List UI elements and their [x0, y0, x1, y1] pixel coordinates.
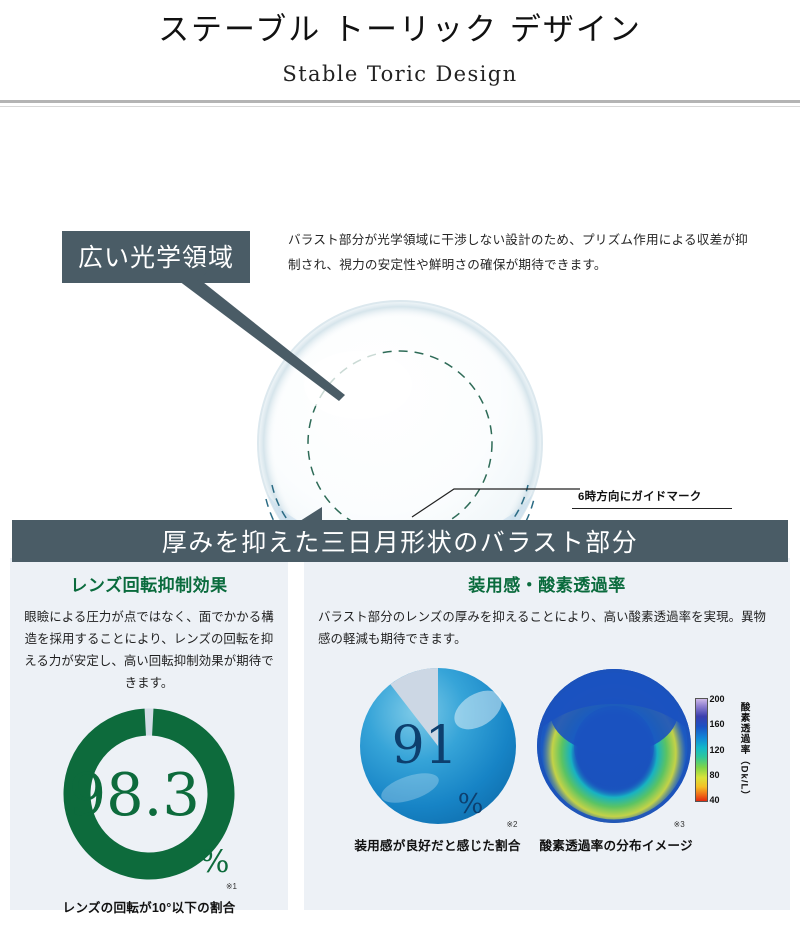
guide-mark-leader-line	[411, 488, 580, 518]
page-title-jp: ステーブル トーリック デザイン	[158, 12, 642, 48]
panel-left-body: 眼瞼による圧力が点ではなく、面でかかる構造を採用することにより、レンズの回転を抑…	[24, 610, 274, 691]
colorbar-tick-120: 120	[709, 745, 725, 756]
pie-chart: 91 %	[358, 666, 518, 826]
page-title-en: Stable Toric Design	[282, 62, 518, 87]
wide-optic-zone-badge: 広い光学領域	[62, 231, 251, 284]
heatmap-caption: 酸素透過率の分布イメージ	[539, 839, 693, 854]
oxygen-heatmap	[536, 669, 691, 824]
guide-mark-underline	[572, 508, 732, 510]
colorbar-axis-label: 酸素透過率（Dk/L）	[738, 701, 750, 801]
donut-value: 98.3 %	[55, 700, 243, 888]
colorbar-tick-160: 160	[709, 719, 725, 730]
footnote-marker-1: ※1	[225, 882, 237, 892]
footnote-marker-3: ※3	[673, 820, 685, 830]
donut-chart: 98.3 %	[55, 700, 243, 888]
donut-value-number: 98.3	[68, 759, 200, 829]
optic-pointer-wedge	[155, 263, 345, 402]
ballast-banner-label: 厚みを抑えた三日月形状のバラスト部分	[12, 520, 788, 563]
panel-left-title: レンズ回転抑制効果	[70, 576, 228, 595]
page-header: ステーブル トーリック デザイン Stable Toric Design	[0, 0, 800, 108]
chart-donut-rotation: 98.3 % ※1 レンズの回転が10°以下の割合	[55, 700, 243, 916]
badge-tail	[197, 267, 213, 282]
panel-right-body: バラスト部分のレンズの厚みを抑えることにより、高い酸素透過率を実現。異物感の軽減…	[318, 610, 767, 647]
optic-zone-section: 広い光学領域 バラスト部分が光学領域に干渉しない設計のため、プリズム作用による収…	[0, 107, 800, 587]
panel-right-title: 装用感・酸素透過率	[468, 576, 626, 595]
pie-value: 91 %	[358, 666, 518, 826]
pie-caption: 装用感が良好だと感じた割合	[354, 839, 521, 854]
donut-caption: レンズの回転が10°以下の割合	[62, 901, 236, 916]
heatmap-colorbar: 200 160 120 80 40 酸素透過率（Dk/L）	[694, 666, 751, 806]
panel-rotation-suppression: レンズ回転抑制効果 眼瞼による圧力が点ではなく、面でかかる構造を採用することによ…	[10, 558, 288, 915]
colorbar-tick-40: 40	[709, 795, 720, 806]
pie-value-unit: %	[457, 789, 484, 821]
chart-heatmap-oxygen: 200 160 120 80 40 酸素透過率（Dk/L） ※3 酸素透過率の分…	[534, 666, 751, 854]
colorbar-tick-200: 200	[709, 694, 725, 705]
panel-comfort-oxygen: 装用感・酸素透過率 バラスト部分のレンズの厚みを抑えることにより、高い酸素透過率…	[304, 558, 790, 910]
optic-zone-description: バラスト部分が光学領域に干渉しない設計のため、プリズム作用による収差が抑制され、…	[288, 233, 748, 272]
pie-value-number: 91	[391, 716, 458, 777]
guide-mark-label: 6時方向にガイドマーク	[578, 491, 702, 504]
ballast-banner-section: 厚みを抑えた三日月形状のバラスト部分	[0, 507, 800, 563]
header-divider	[0, 100, 800, 108]
colorbar-tick-80: 80	[709, 770, 720, 781]
benefit-panels: レンズ回転抑制効果 眼瞼による圧力が点ではなく、面でかかる構造を採用することによ…	[0, 558, 800, 915]
colorbar-gradient	[694, 698, 708, 803]
chart-pie-comfort: 91 % ※2 装用感が良好だと感じた割合	[344, 666, 532, 854]
footnote-marker-2: ※2	[506, 820, 518, 830]
donut-value-unit: %	[199, 844, 230, 881]
colorbar-ticks: 200 160 120 80 40	[709, 694, 736, 806]
banner-tail	[300, 507, 322, 522]
